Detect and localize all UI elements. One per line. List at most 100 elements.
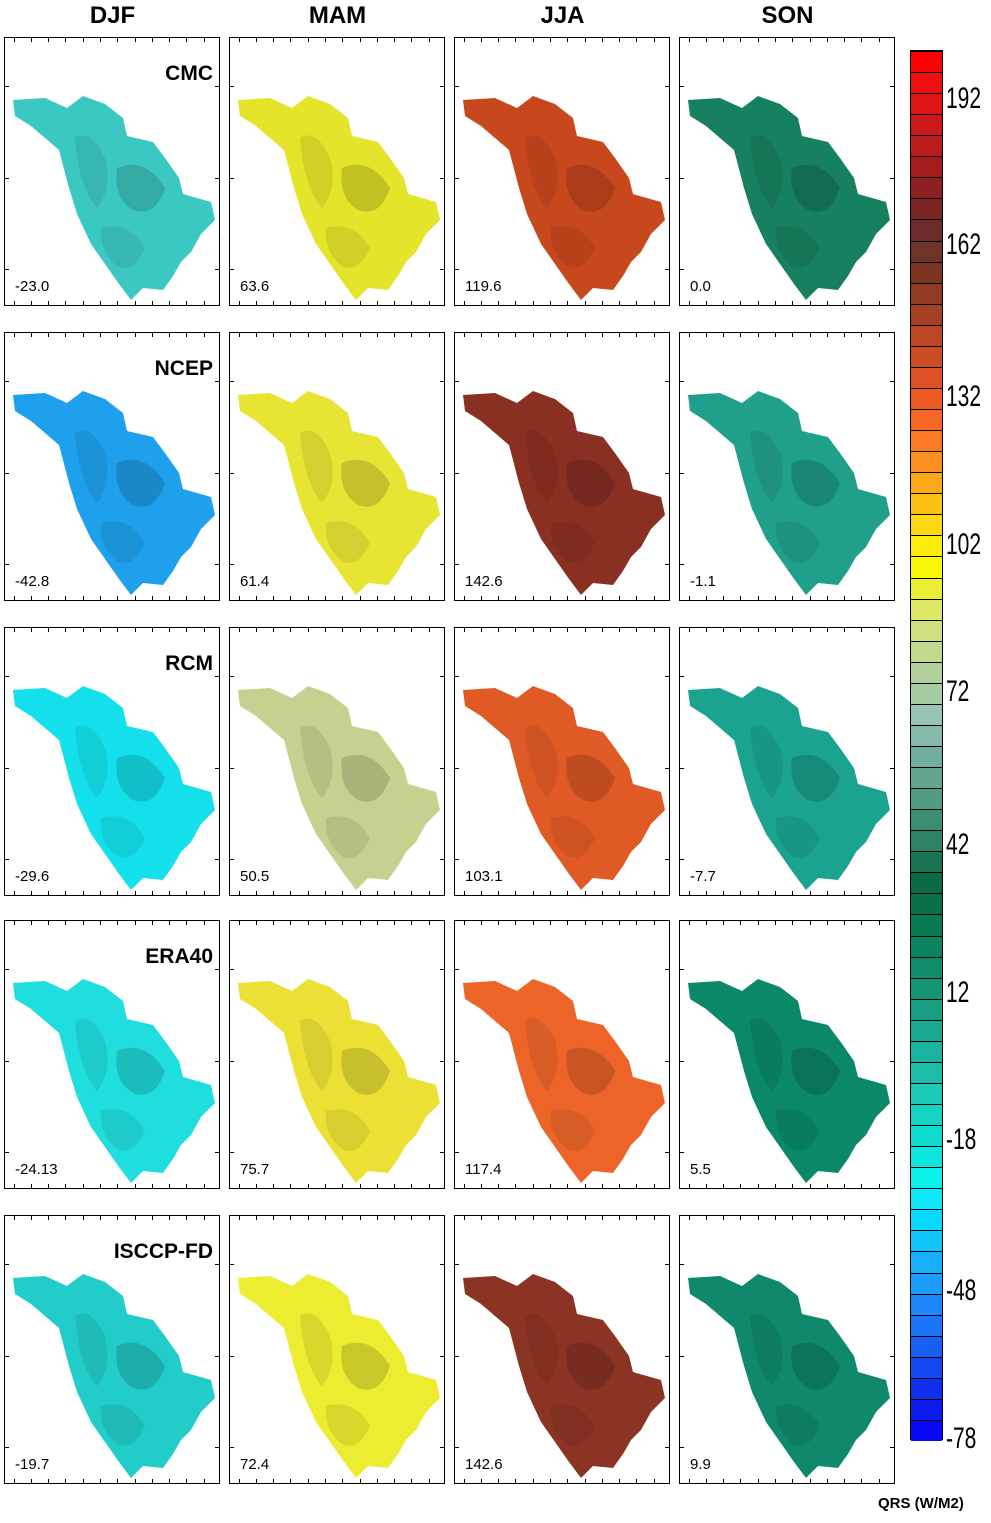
axis-tick bbox=[584, 891, 586, 895]
axis-tick bbox=[203, 628, 205, 632]
axis-tick bbox=[890, 381, 894, 383]
axis-tick bbox=[878, 921, 880, 925]
axis-tick bbox=[775, 301, 777, 305]
axis-tick bbox=[619, 1479, 621, 1483]
axis-tick bbox=[480, 891, 482, 895]
axis-tick bbox=[532, 38, 534, 42]
axis-tick bbox=[653, 301, 655, 305]
axis-tick bbox=[636, 1216, 638, 1220]
region-shape bbox=[238, 979, 440, 1183]
contour-blob bbox=[116, 164, 165, 212]
axis-tick bbox=[680, 859, 684, 861]
axis-tick bbox=[455, 177, 459, 179]
axis-tick bbox=[455, 472, 459, 474]
region-map bbox=[463, 96, 665, 300]
axis-tick bbox=[844, 38, 846, 42]
axis-tick bbox=[411, 1216, 413, 1220]
axis-tick bbox=[826, 628, 828, 632]
axis-tick bbox=[619, 301, 621, 305]
contour-blob bbox=[116, 459, 165, 507]
contour-blob bbox=[300, 1018, 333, 1091]
region-map bbox=[13, 686, 215, 890]
colorbar-segment bbox=[911, 935, 942, 958]
region-map bbox=[13, 391, 215, 595]
contour-blob bbox=[525, 1018, 558, 1091]
axis-tick bbox=[861, 1184, 863, 1188]
axis-tick bbox=[394, 1479, 396, 1483]
axis-tick bbox=[440, 676, 444, 678]
axis-tick bbox=[844, 1184, 846, 1188]
axis-tick bbox=[723, 38, 725, 42]
axis-tick bbox=[203, 1184, 205, 1188]
region-map bbox=[688, 1274, 890, 1478]
axis-tick bbox=[151, 628, 153, 632]
axis-tick bbox=[532, 921, 534, 925]
contour-blob bbox=[750, 430, 783, 503]
axis-tick bbox=[653, 628, 655, 632]
axis-tick bbox=[550, 891, 552, 895]
axis-tick bbox=[723, 891, 725, 895]
axis-tick bbox=[455, 676, 459, 678]
axis-tick bbox=[601, 38, 603, 42]
axis-tick bbox=[680, 564, 684, 566]
axis-tick bbox=[455, 767, 459, 769]
region-shape bbox=[463, 391, 665, 595]
axis-tick bbox=[601, 891, 603, 895]
axis-tick bbox=[273, 596, 275, 600]
map-panel-ncep-djf: NCEP -42.8 bbox=[4, 332, 220, 601]
axis-tick bbox=[844, 596, 846, 600]
axis-tick bbox=[792, 301, 794, 305]
contour-blob bbox=[525, 430, 558, 503]
axis-tick bbox=[411, 921, 413, 925]
axis-tick bbox=[705, 1479, 707, 1483]
axis-tick bbox=[567, 1479, 569, 1483]
axis-tick bbox=[601, 1479, 603, 1483]
region-map bbox=[238, 96, 440, 300]
axis-tick bbox=[342, 38, 344, 42]
colorbar-segment bbox=[911, 746, 942, 768]
colorbar-segment bbox=[911, 577, 942, 600]
contour-blob bbox=[750, 1313, 783, 1386]
axis-tick bbox=[878, 38, 880, 42]
contour-blob bbox=[750, 725, 783, 798]
axis-tick bbox=[48, 333, 50, 337]
axis-tick bbox=[100, 38, 102, 42]
axis-tick bbox=[844, 333, 846, 337]
axis-tick bbox=[498, 628, 500, 632]
axis-tick bbox=[550, 921, 552, 925]
axis-tick bbox=[325, 1216, 327, 1220]
axis-tick bbox=[428, 1216, 430, 1220]
axis-tick bbox=[480, 1184, 482, 1188]
axis-tick bbox=[653, 333, 655, 337]
axis-tick bbox=[203, 596, 205, 600]
contour-blob bbox=[341, 1342, 390, 1390]
axis-tick bbox=[680, 1355, 684, 1357]
axis-tick bbox=[203, 891, 205, 895]
axis-tick bbox=[82, 301, 84, 305]
colorbar-segment bbox=[911, 956, 942, 979]
region-shape bbox=[13, 979, 215, 1183]
axis-tick bbox=[376, 628, 378, 632]
axis-tick bbox=[480, 921, 482, 925]
axis-tick bbox=[723, 1479, 725, 1483]
axis-tick bbox=[325, 921, 327, 925]
axis-tick bbox=[688, 301, 690, 305]
map-panel-era40-djf: ERA40 -24.13 bbox=[4, 920, 220, 1189]
axis-tick bbox=[480, 38, 482, 42]
axis-tick bbox=[455, 564, 459, 566]
contour-blob bbox=[341, 754, 390, 802]
axis-tick bbox=[809, 1216, 811, 1220]
season-title-mam: MAM bbox=[308, 2, 367, 29]
season-title-jja: JJA bbox=[540, 2, 585, 29]
contour-blob bbox=[550, 226, 595, 268]
colorbar-segment bbox=[911, 830, 942, 852]
axis-tick bbox=[740, 333, 742, 337]
axis-tick bbox=[775, 1216, 777, 1220]
axis-tick bbox=[290, 921, 292, 925]
axis-tick bbox=[230, 381, 234, 383]
mean-value: 117.4 bbox=[465, 1161, 502, 1178]
axis-tick bbox=[48, 1479, 50, 1483]
axis-tick bbox=[861, 596, 863, 600]
axis-tick bbox=[82, 891, 84, 895]
axis-tick bbox=[861, 921, 863, 925]
